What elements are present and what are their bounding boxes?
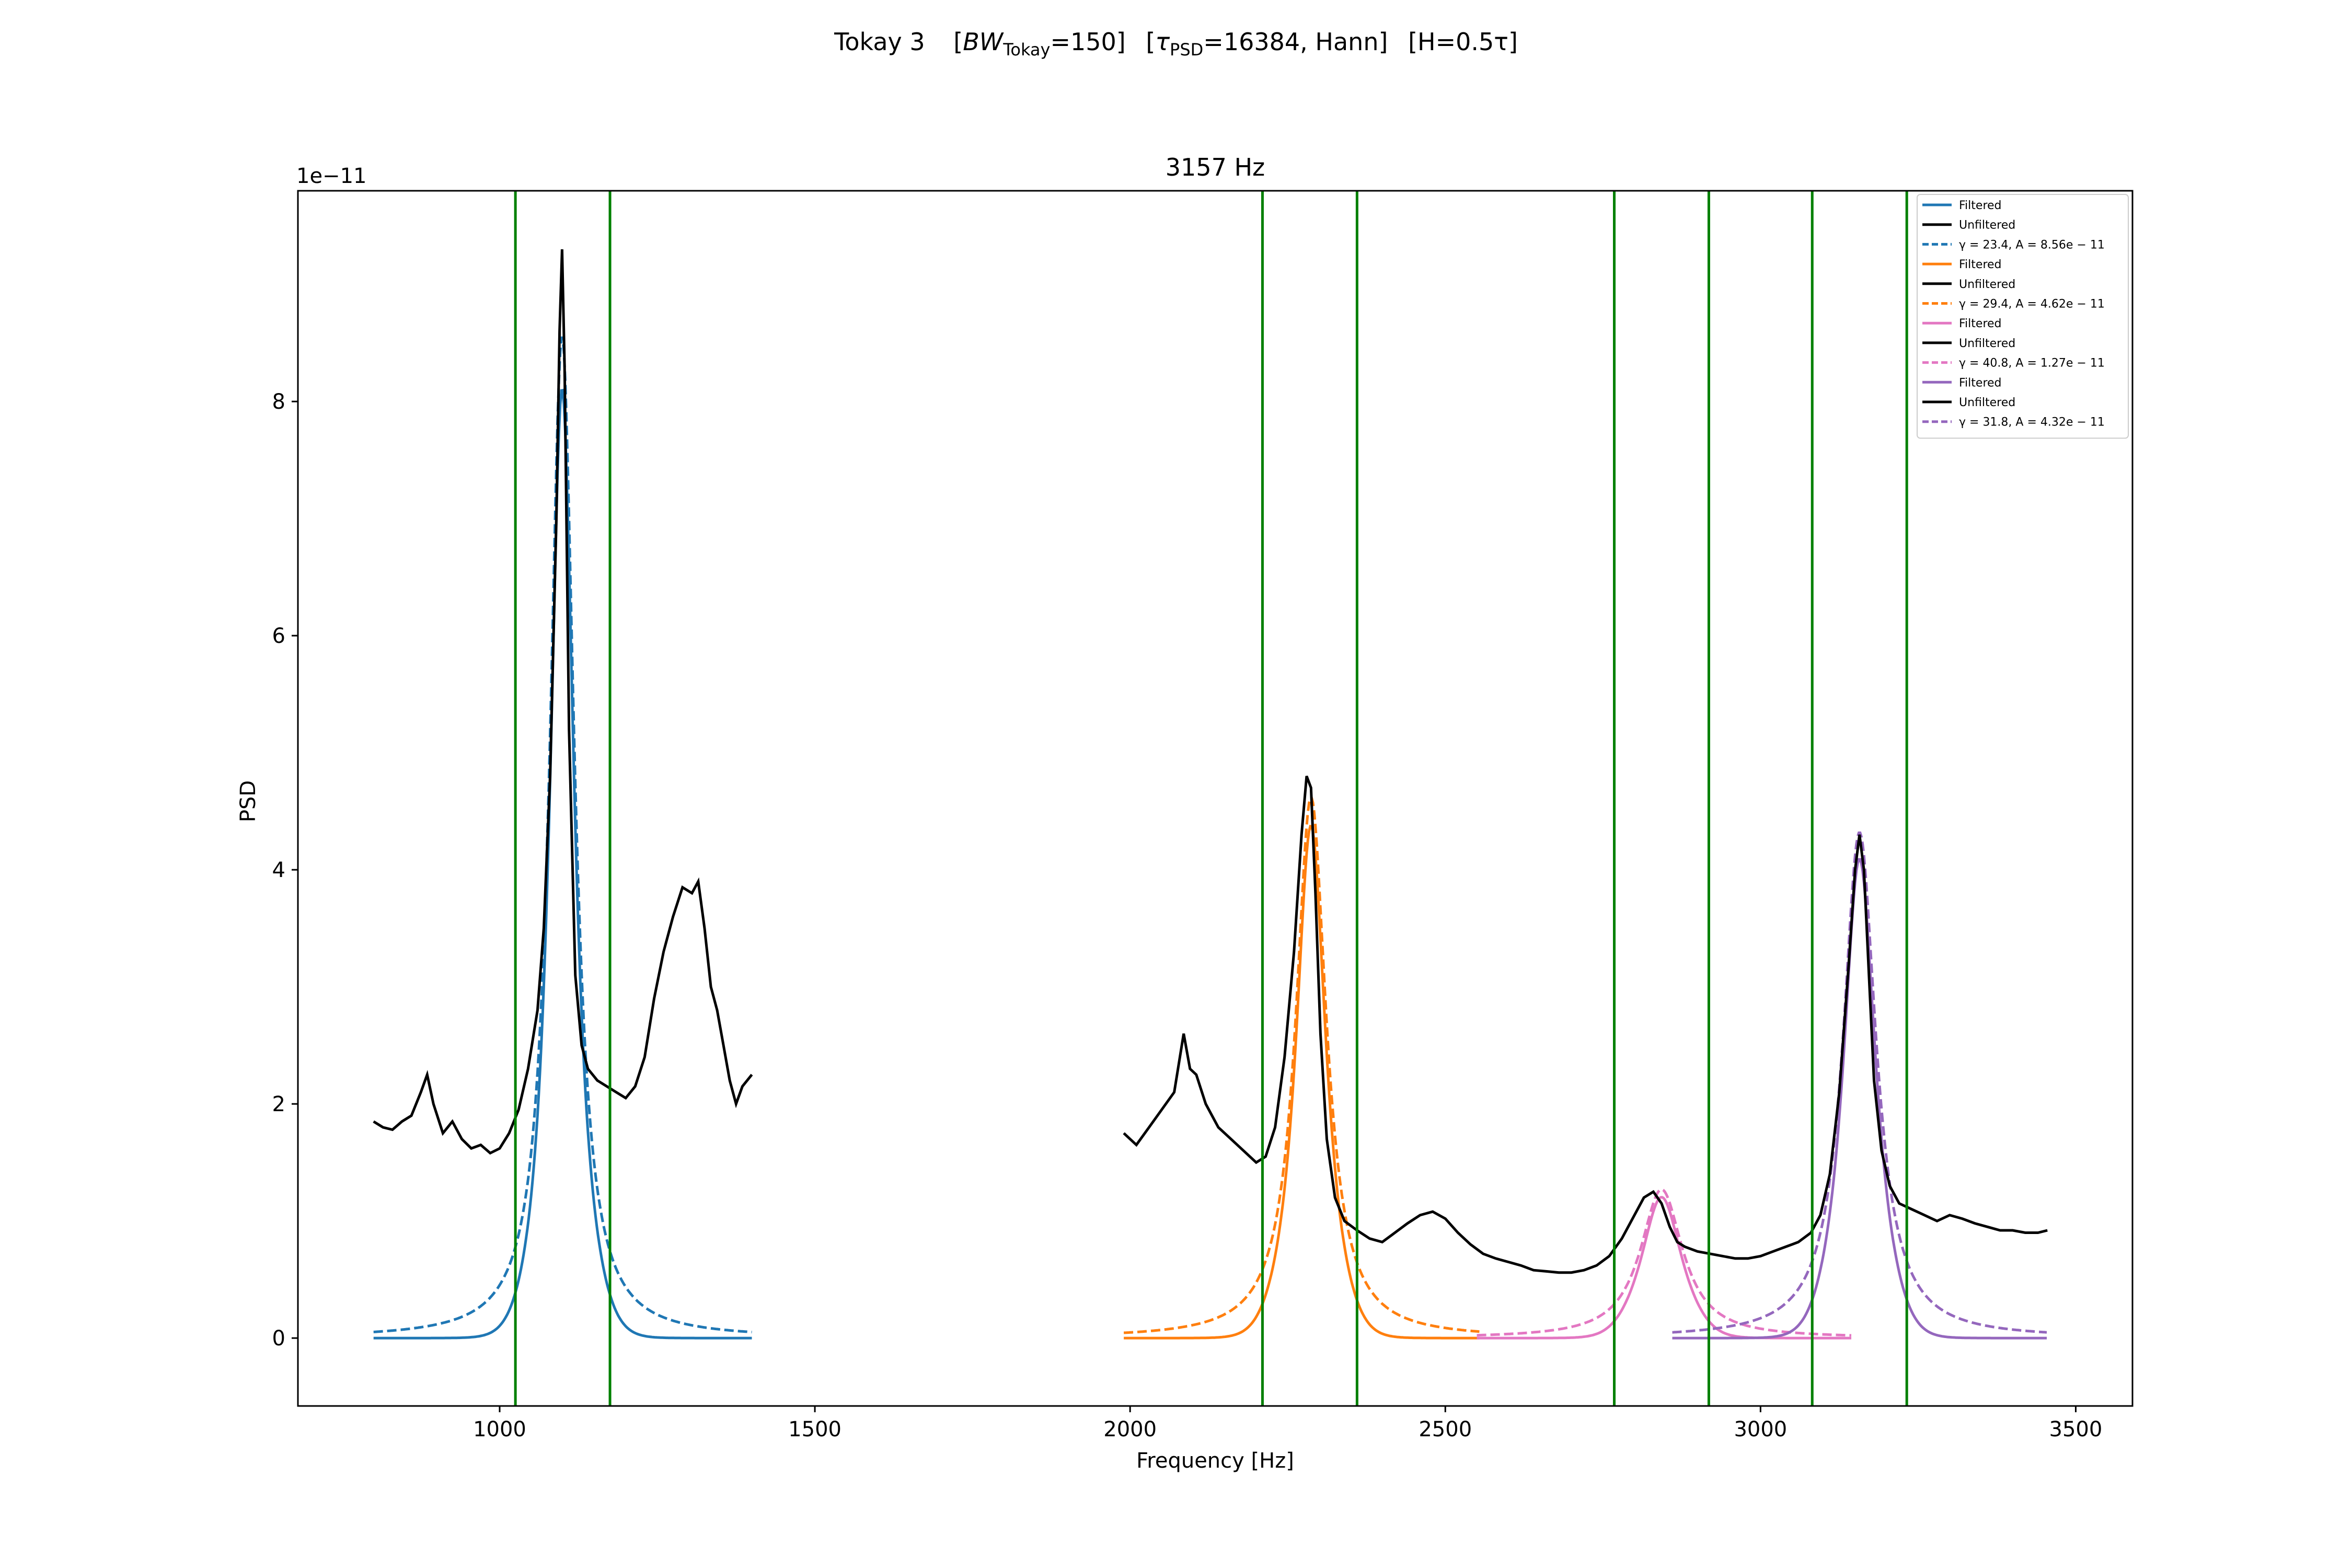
x-tick-label: 2000	[1103, 1417, 1157, 1442]
legend-label: Filtered	[1959, 317, 2002, 330]
axis-ticks: 1000 1500 2000 2500 3000 3500 0 2 4 6 8	[272, 390, 2103, 1442]
x-tick-label: 1500	[788, 1417, 841, 1442]
legend-label: Unfiltered	[1959, 396, 2015, 409]
suptitle-h-part: [H=0.5τ]	[1408, 28, 1518, 56]
x-axis-label: Frequency [Hz]	[1136, 1449, 1294, 1473]
legend-label: Filtered	[1959, 199, 2002, 212]
suptitle-prefix: Tokay 3	[834, 28, 925, 56]
legend-label: γ = 29.4, A = 4.62e − 11	[1959, 298, 2105, 311]
legend-label: Filtered	[1959, 376, 2002, 389]
y-tick-label: 8	[272, 390, 285, 414]
x-tick-label: 2500	[1419, 1417, 1472, 1442]
filtered-line-2	[1124, 824, 1480, 1340]
suptitle-tau-symbol: τ	[1155, 28, 1170, 56]
filtered-line-3	[1477, 1196, 1851, 1340]
fit-line-1	[373, 336, 752, 1334]
y-tick-label: 0	[272, 1327, 285, 1351]
fit-line-4	[1672, 831, 2047, 1334]
legend-label: Unfiltered	[1959, 219, 2015, 232]
figure-suptitle: Tokay 3 [BWTokay=150] [τPSD=16384, Hann]…	[834, 28, 1518, 60]
legend-label: Filtered	[1959, 258, 2002, 271]
unfiltered-line-2	[1123, 776, 2048, 1274]
y-tick-label: 6	[272, 624, 285, 648]
suptitle-bw-value: =150]	[1050, 28, 1125, 56]
y-offset-text: 1e−11	[296, 164, 366, 188]
legend-label: γ = 23.4, A = 8.56e − 11	[1959, 238, 2105, 251]
y-tick-label: 4	[272, 858, 285, 882]
legend-label: Unfiltered	[1959, 337, 2015, 350]
axes-title: 3157 Hz	[1166, 153, 1265, 181]
legend-label: γ = 40.8, A = 1.27e − 11	[1959, 357, 2105, 370]
y-tick-label: 2	[272, 1092, 285, 1116]
legend-label: γ = 31.8, A = 4.32e − 11	[1959, 416, 2105, 429]
legend-frame	[1917, 194, 2129, 439]
x-tick-label: 3000	[1734, 1417, 1787, 1442]
suptitle-tau-value: =16384, Hann]	[1203, 28, 1388, 56]
x-tick-label: 3500	[2049, 1417, 2103, 1442]
filtered-line-4	[1672, 858, 2047, 1340]
axes-frame	[297, 190, 2134, 1407]
x-tick-label: 1000	[473, 1417, 526, 1442]
y-axis-label: PSD	[236, 780, 260, 822]
unfiltered-line-1	[373, 249, 753, 1155]
legend: Filtered Unfiltered γ = 23.4, A = 8.56e − …	[1917, 194, 2129, 439]
legend-label: Unfiltered	[1959, 278, 2015, 291]
fit-line-2	[1123, 797, 1480, 1334]
suptitle-bw-symbol: BW	[963, 28, 1004, 56]
plot-area	[373, 191, 2048, 1406]
suptitle-bw-sub: Tokay	[1002, 40, 1050, 60]
suptitle-tau-sub: PSD	[1170, 40, 1203, 60]
filtered-line-1	[373, 388, 752, 1340]
